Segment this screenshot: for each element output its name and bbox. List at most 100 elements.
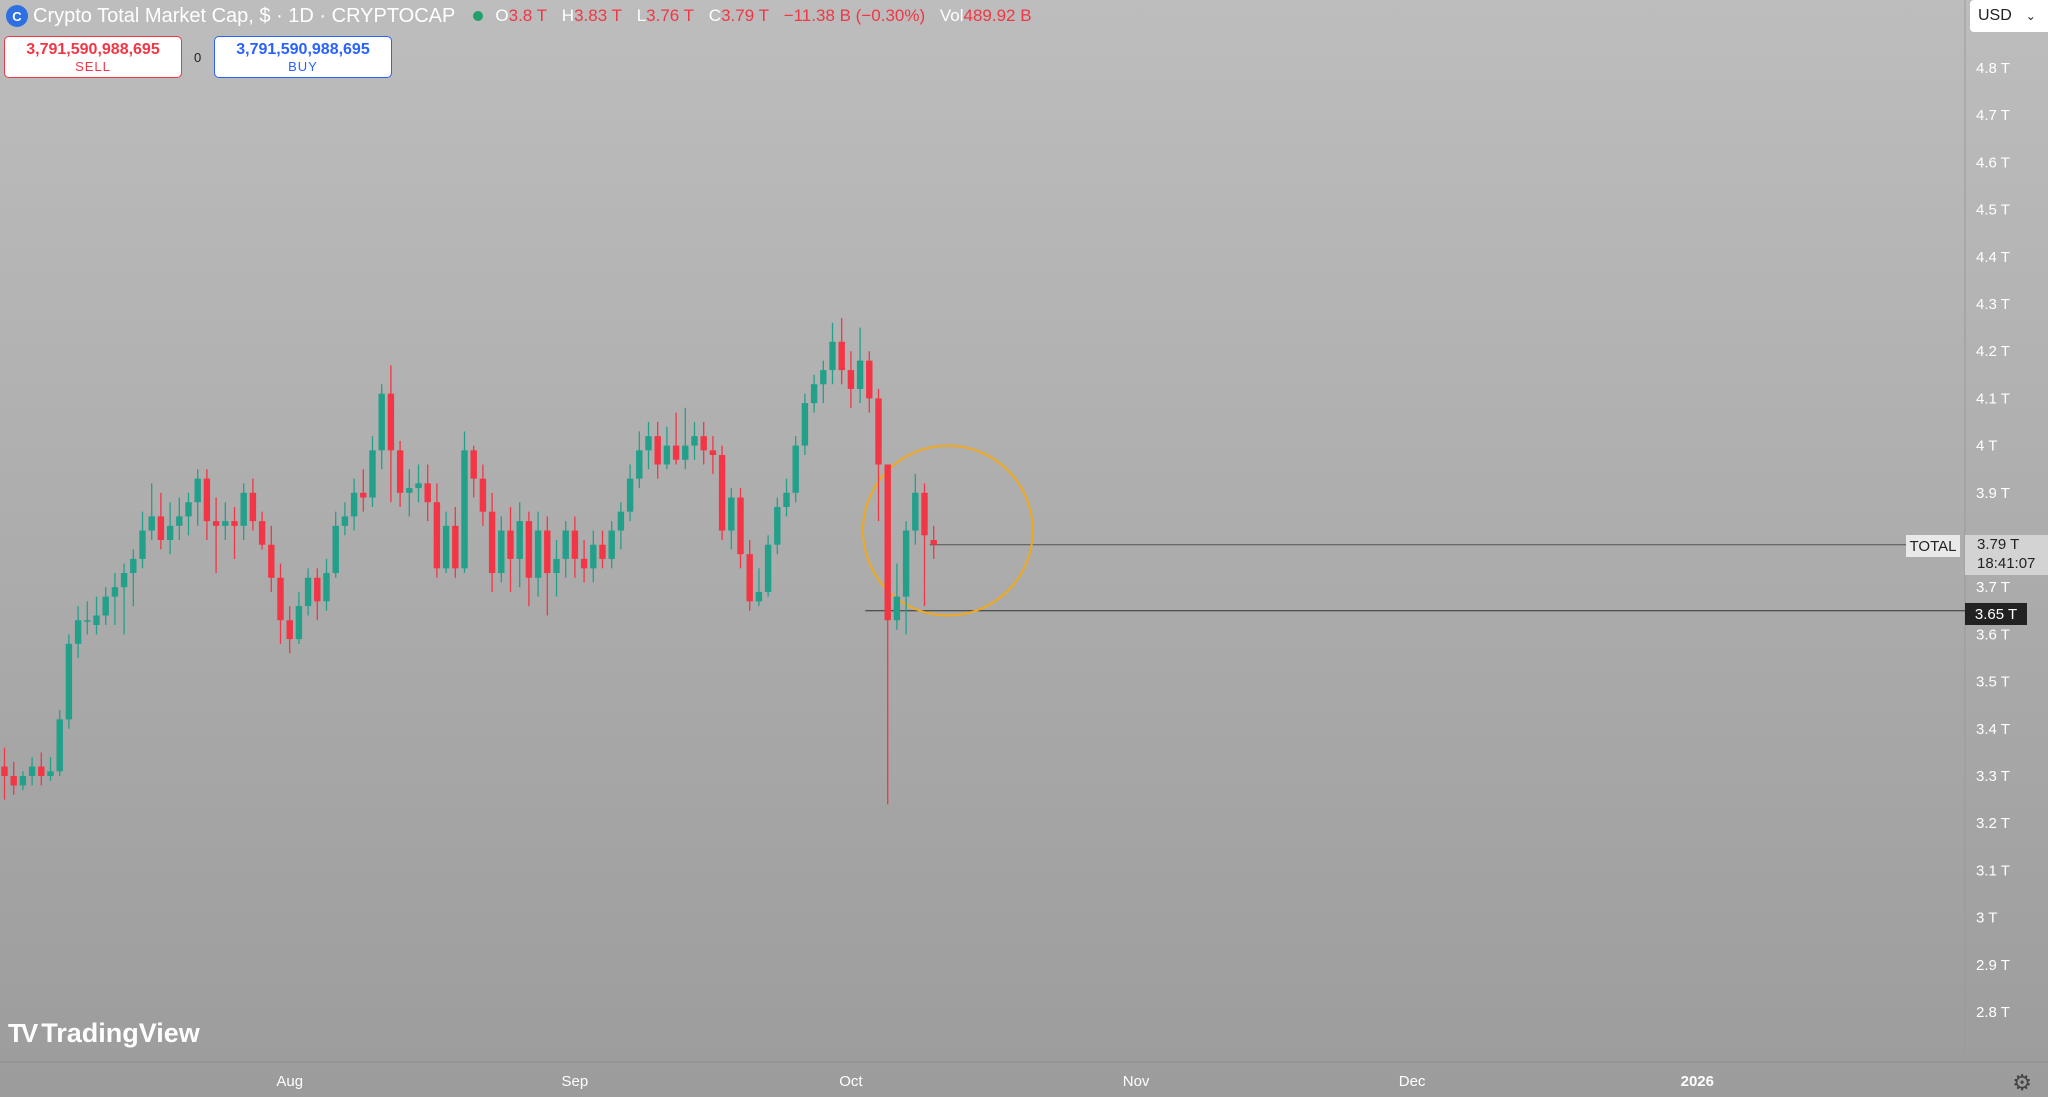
candle-body — [286, 620, 293, 640]
candle-body — [764, 544, 772, 592]
candle-body — [847, 370, 855, 389]
volume-value: 489.92 B — [963, 6, 1032, 25]
candle — [166, 502, 174, 555]
candle — [387, 365, 395, 503]
tv-logo-icon: TV — [8, 1018, 38, 1048]
candle — [792, 436, 799, 503]
candle — [755, 568, 763, 607]
candle — [378, 384, 385, 470]
candle — [856, 327, 864, 404]
candle-body — [672, 445, 680, 460]
candle-body — [84, 620, 91, 622]
candle — [801, 393, 809, 456]
candle-body — [258, 521, 266, 545]
candle-body — [176, 516, 183, 526]
candle — [718, 445, 726, 540]
x-tick-label: Aug — [276, 1073, 303, 1090]
tradingview-logo[interactable]: TV TradingView — [8, 1018, 200, 1049]
candle — [424, 464, 431, 522]
candle-body — [544, 530, 551, 574]
candle — [663, 426, 671, 470]
candle — [341, 502, 349, 536]
candle — [590, 530, 597, 583]
time-axis[interactable]: Aug Sep Oct Nov Dec 2026 — [276, 1073, 1714, 1090]
candle-body — [268, 544, 275, 578]
candle-body — [93, 615, 100, 625]
candle-body — [102, 596, 109, 616]
candle-body — [728, 497, 735, 531]
candle — [884, 464, 891, 805]
candle-body — [488, 511, 496, 574]
candle-body — [866, 360, 873, 399]
y-tick-label: 3.2 T — [1976, 815, 2010, 832]
candle-body — [829, 341, 836, 371]
candle — [838, 318, 845, 385]
candle — [875, 388, 882, 522]
horizontal-line-price-label[interactable]: 3.65 T — [1965, 603, 2027, 625]
candle-body — [378, 393, 385, 451]
candle-body — [774, 506, 781, 545]
candle-body — [212, 521, 220, 526]
candle-body — [433, 502, 441, 569]
candle-body — [737, 497, 744, 555]
ohlc-values: O3.8 T H3.83 T L3.76 T C3.79 T −11.38 B … — [495, 6, 1041, 26]
candle-body — [10, 776, 17, 786]
candle-body — [369, 450, 376, 498]
symbol-title[interactable]: Crypto Total Market Cap, $ · 1D · CRYPTO… — [33, 4, 456, 27]
candle-body — [360, 492, 367, 498]
candle — [157, 492, 165, 550]
y-tick-label: 3.1 T — [1976, 862, 2010, 879]
candle — [240, 483, 247, 540]
candle-body — [350, 492, 358, 517]
price-axis[interactable]: 4.8 T 4.7 T 4.6 T 4.5 T 4.4 T 4.3 T 4.2 T 4.1 T… — [1976, 60, 2010, 1021]
candle-body — [755, 591, 763, 602]
candle — [148, 483, 155, 540]
y-tick-label: 2.9 T — [1976, 957, 2010, 974]
candle — [709, 436, 717, 474]
candle-body — [47, 771, 54, 776]
candle — [553, 540, 560, 597]
candle — [617, 502, 625, 550]
candle — [902, 521, 910, 635]
candle — [65, 634, 73, 729]
low-key: L — [636, 6, 647, 25]
candle-body — [185, 502, 192, 517]
buy-button[interactable]: 3,791,590,988,695 BUY — [214, 36, 392, 78]
candle-body — [884, 464, 891, 621]
buy-price: 3,791,590,988,695 — [236, 41, 370, 58]
candle — [212, 497, 220, 574]
candle-body — [148, 516, 155, 531]
candle-body — [534, 530, 542, 578]
candle — [194, 469, 201, 526]
candles — [1, 318, 937, 805]
highlight-circle[interactable] — [861, 444, 1034, 617]
candle-body — [608, 530, 615, 559]
sell-button[interactable]: 3,791,590,988,695 SELL — [4, 36, 182, 78]
candle-body — [295, 606, 303, 640]
candle-body — [130, 558, 137, 574]
candle — [396, 440, 404, 507]
candle-body — [240, 492, 247, 526]
candle-body — [709, 450, 717, 456]
candle-body — [479, 478, 487, 512]
candle — [654, 422, 661, 479]
low-value: 3.76 T — [646, 6, 695, 25]
candle-body — [893, 596, 901, 621]
y-tick-label: 4.2 T — [1976, 343, 2010, 360]
candle-body — [626, 478, 634, 512]
y-tick-label: 3.3 T — [1976, 768, 2010, 785]
symbol-header: C Crypto Total Market Cap, $ · 1D · CRYP… — [0, 0, 1042, 32]
bar-countdown: 18:41:07 — [1977, 555, 2036, 572]
gear-icon[interactable]: ⚙ — [2012, 1070, 2032, 1095]
candle — [682, 407, 689, 470]
y-tick-label: 4.4 T — [1976, 249, 2010, 266]
candle-body — [38, 766, 45, 776]
candle-body — [1, 766, 8, 776]
candle-body — [921, 492, 928, 536]
y-tick-label: 4 T — [1976, 438, 1997, 455]
candle — [176, 497, 183, 540]
x-tick-label: Nov — [1123, 1073, 1150, 1090]
candle-body — [56, 719, 63, 772]
currency-select[interactable]: USD ⌄ — [1970, 0, 2048, 32]
